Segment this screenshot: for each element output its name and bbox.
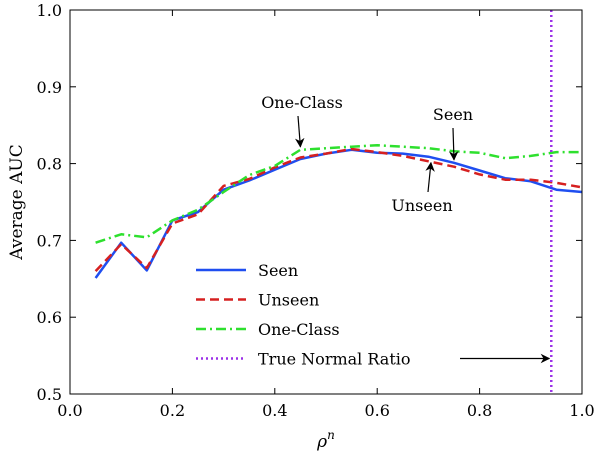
y-tick-label: 0.9: [37, 78, 62, 97]
legend-label-one-class: One-Class: [258, 320, 340, 339]
x-tick-label: 0.4: [262, 401, 287, 420]
x-axis-label-sup: n: [327, 428, 335, 442]
annotation-unseen: Unseen: [391, 196, 452, 215]
plot-frame: [69, 9, 583, 395]
y-tick-label: 0.5: [37, 385, 62, 404]
series-line-seen: [94, 148, 583, 279]
x-tick-label: 0.6: [364, 401, 389, 420]
y-axis-label: Average AUC: [7, 144, 27, 260]
annotation-layer: One-Class Seen Unseen: [261, 93, 473, 215]
x-axis-label: ρn: [316, 428, 335, 452]
x-axis-label-base: ρ: [316, 432, 327, 452]
legend-label-seen: Seen: [258, 261, 298, 280]
legend-label-unseen: Unseen: [258, 291, 319, 310]
x-tick-label: 0.0: [57, 401, 82, 420]
x-tick-label: 1.0: [569, 401, 594, 420]
y-tick-label: 0.8: [37, 155, 62, 174]
ticks-layer: 0.0 0.2 0.4 0.6 0.8 1.0 0.5 0.6 0.7 0.8 0.9 1.0: [37, 1, 595, 420]
annotation-arrow-one-class: [294, 115, 305, 148]
x-tick-label: 0.2: [160, 401, 185, 420]
y-tick-label: 1.0: [37, 1, 62, 20]
series-layer: [94, 143, 583, 279]
annotation-arrow-unseen: [425, 161, 435, 193]
x-tick-label: 0.8: [467, 401, 492, 420]
series-line-one-class: [95, 143, 582, 244]
annotation-one-class: One-Class: [261, 93, 343, 112]
legend-label-true-normal-ratio: True Normal Ratio: [258, 350, 411, 369]
y-tick-label: 0.7: [37, 231, 62, 250]
legend: Seen Unseen One-Class True Normal Ratio: [196, 261, 551, 369]
series-line-unseen: [94, 147, 583, 272]
annotation-arrow-seen: [448, 127, 459, 161]
annotation-seen: Seen: [433, 105, 473, 124]
y-tick-label: 0.6: [37, 308, 62, 327]
